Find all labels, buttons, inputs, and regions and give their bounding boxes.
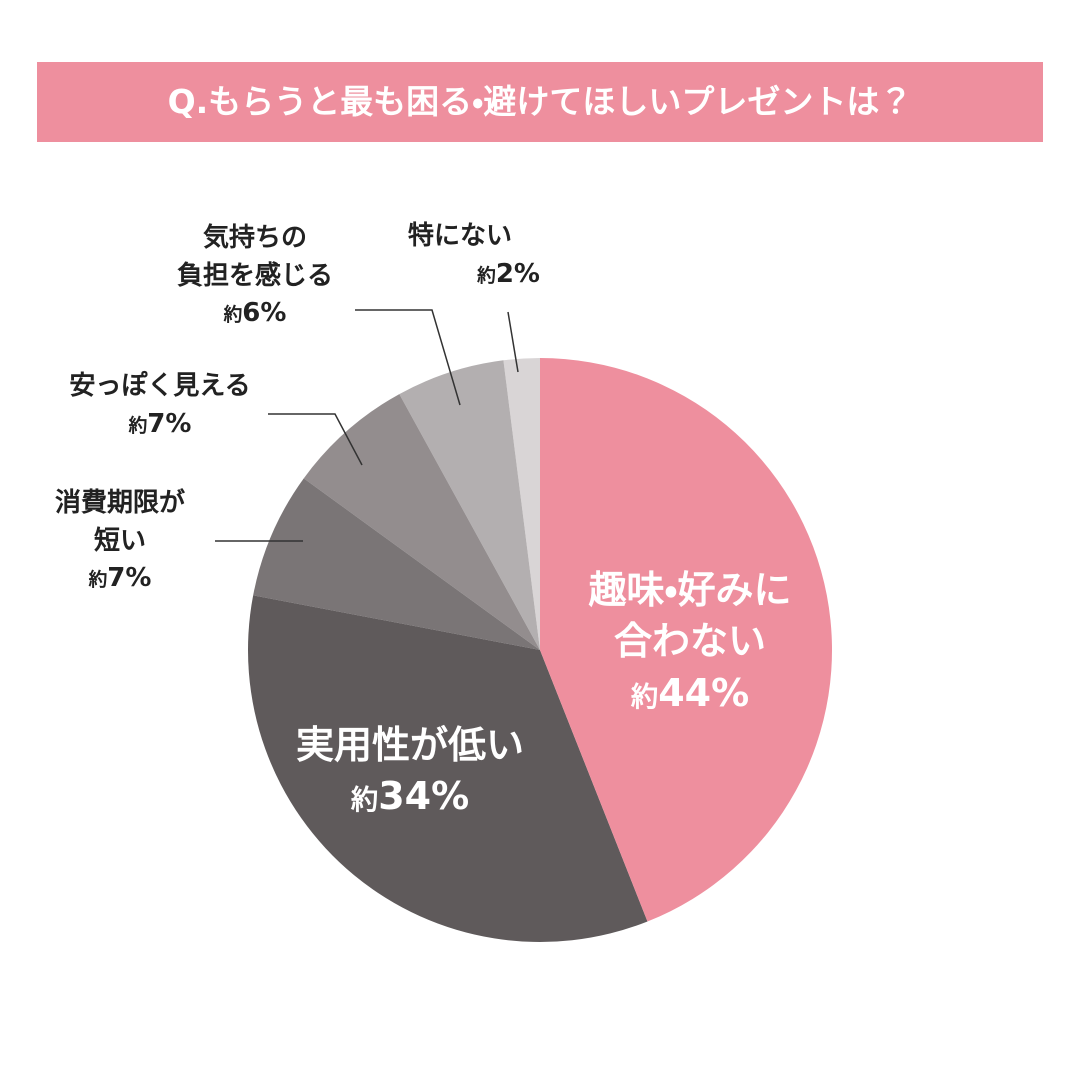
slice-label: 消費期限が 短い約7% bbox=[20, 485, 220, 598]
value-label: 約7% bbox=[88, 563, 152, 594]
category-label: 特にない bbox=[407, 221, 512, 251]
slice-label: 気持ちの 負担を感じる約6% bbox=[150, 220, 360, 333]
category-label: 消費期限が 短い bbox=[54, 488, 185, 556]
pie-slice bbox=[540, 358, 833, 922]
slice-label: 特にない約2% bbox=[390, 218, 540, 293]
value-label: 約2% bbox=[477, 258, 540, 289]
value-label: 約44% bbox=[630, 670, 750, 715]
leader-line bbox=[355, 309, 461, 406]
pie-slice bbox=[253, 478, 540, 650]
pie-slice bbox=[399, 360, 540, 650]
chart-title: Q.もらうと最も困る・避けてほしいプレゼントは？ bbox=[37, 62, 1043, 142]
value-label: 約34% bbox=[350, 774, 470, 819]
leader-lines bbox=[215, 309, 519, 542]
slice-label: 趣味・好みに 合わない約44% bbox=[530, 565, 850, 719]
leader-line bbox=[507, 311, 519, 373]
pie-slice bbox=[303, 394, 540, 650]
slice-label: 実用性が低い 約34% bbox=[250, 720, 570, 823]
category-label: 趣味・好みに 合わない bbox=[588, 568, 792, 664]
value-label: 約6% bbox=[223, 298, 287, 329]
pie-slice bbox=[503, 358, 540, 650]
category-label: 実用性が低い bbox=[295, 723, 524, 767]
pie-slice bbox=[247, 595, 648, 942]
category-label: 安っぽく見える bbox=[69, 371, 251, 401]
value-label: 約7% bbox=[128, 408, 192, 439]
slice-label: 安っぽく見える 約7% bbox=[40, 368, 280, 443]
category-label: 気持ちの 負担を感じる bbox=[176, 223, 333, 291]
leader-line bbox=[268, 413, 363, 466]
